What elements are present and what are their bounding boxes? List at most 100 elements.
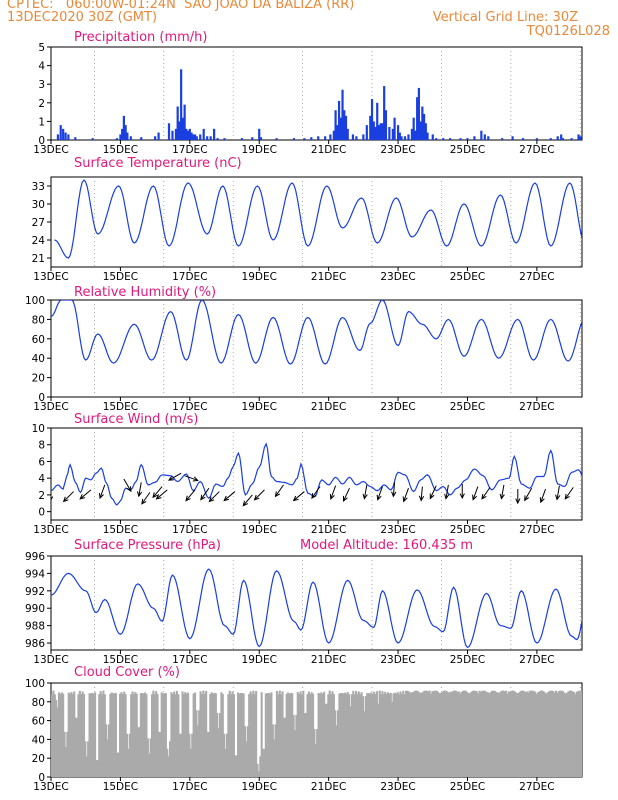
cloud-bar <box>263 748 266 777</box>
cloud-bar <box>214 693 217 777</box>
wind-arrow <box>391 482 397 498</box>
cloud-bar <box>556 692 559 777</box>
header-station: CPTEC: 060:00W-01:24N SAO JOAO DA BALIZA… <box>7 0 355 12</box>
cloud-bar <box>193 692 197 777</box>
cloud-bar <box>353 694 356 777</box>
cloud-bar <box>496 692 499 777</box>
x-tick-label: 27DEC <box>519 144 554 156</box>
cloud-bar <box>234 755 237 777</box>
cloud-bar <box>400 694 403 777</box>
precip-bar <box>91 138 94 140</box>
wind-arrow <box>152 486 163 499</box>
cloud-bar <box>323 691 326 777</box>
x-tick-label: 25DEC <box>450 271 485 283</box>
precip-bar <box>181 117 184 140</box>
cloud-bar <box>141 692 144 777</box>
wind-arrow <box>99 484 106 500</box>
x-tick-label: 21DEC <box>311 781 346 793</box>
cloud-bar <box>81 691 84 777</box>
wind-arrow <box>123 478 132 493</box>
cloud-bar <box>243 726 247 777</box>
cloud-bar <box>166 748 169 777</box>
precip-bar <box>195 136 198 140</box>
precip-bar <box>167 123 171 140</box>
wind-arrow <box>539 488 547 504</box>
cloud-bar <box>120 692 123 777</box>
y-tick-label: 80 <box>32 697 45 709</box>
x-tick-label: 23DEC <box>380 781 415 793</box>
cloud-bar <box>157 731 160 777</box>
cloud-bar <box>274 724 277 777</box>
cloud-bar <box>581 690 582 777</box>
cloud-bar <box>500 690 503 777</box>
wind-arrow-shaft <box>152 486 163 498</box>
wind-arrow <box>292 491 305 502</box>
panel-cloud: 0 20 40 60 80 100 13DEC 15DEC 17DEC 19DEC 21DEC 23D… <box>25 665 583 793</box>
wind-arrow-head <box>539 497 545 504</box>
cloud-bar <box>578 690 581 777</box>
cloud-bar <box>335 725 338 777</box>
x-tick-label: 25DEC <box>450 401 485 413</box>
x-tick-label: 23DEC <box>380 654 415 666</box>
precip-bar <box>424 123 427 140</box>
precip-bar <box>192 134 195 140</box>
wind-arrow-head <box>274 491 281 498</box>
cloud-bar <box>463 690 466 777</box>
cloud-bar <box>474 690 477 777</box>
panel-title: Surface Wind (m/s) <box>74 412 198 427</box>
wind-arrow-shaft <box>420 486 423 501</box>
wind-arrow <box>444 484 450 500</box>
cloud-bar <box>473 690 476 777</box>
wind-arrow-shaft <box>156 489 168 500</box>
cloud-bar <box>230 694 233 777</box>
cloud-bar <box>69 693 72 777</box>
cloud-bar <box>221 694 224 777</box>
cloud-bar <box>167 756 170 777</box>
cloud-bar <box>553 692 556 777</box>
precip-bar <box>412 117 415 140</box>
cloud-bar <box>267 692 270 777</box>
cloud-bar <box>435 690 438 777</box>
panel-pressure: 986 988 990 992 994 996 13DEC 15DEC 17DEC 19DEC 21… <box>25 538 583 666</box>
wind-arrow-head <box>515 498 521 505</box>
x-tick-label: 27DEC <box>519 401 554 413</box>
wind-arrow <box>429 485 437 500</box>
wind-arrow-shaft <box>99 484 106 499</box>
wind-arrow-head <box>200 494 206 501</box>
x-tick-label: 13DEC <box>33 271 68 283</box>
wind-arrow-head <box>459 493 465 500</box>
x-tick-label: 25DEC <box>450 654 485 666</box>
y-tick-label: 5 <box>38 42 45 54</box>
cloud-bar <box>212 693 215 777</box>
wind-arrow-head <box>292 495 299 502</box>
cloud-bar <box>137 727 140 777</box>
cloud-bar <box>521 690 524 777</box>
precip-bar <box>176 106 179 140</box>
cloud-bar <box>542 691 545 777</box>
wind-arrow-head <box>311 492 317 499</box>
y-tick-label: 100 <box>25 678 45 690</box>
wind-arrow <box>141 492 151 505</box>
wind-arrow-shaft <box>524 487 533 501</box>
cloud-bar <box>532 691 535 777</box>
precip-bar <box>126 132 129 140</box>
wind-arrow-shaft <box>79 489 92 500</box>
x-tick-label: 21DEC <box>311 654 346 666</box>
x-tick-label: 23DEC <box>380 144 415 156</box>
wind-arrow-shaft <box>445 484 449 499</box>
cloud-bar <box>339 692 342 777</box>
cloud-bar <box>241 693 244 777</box>
y-tick-label: 8 <box>38 440 45 452</box>
cloud-bar <box>509 691 512 777</box>
y-tick-label: 992 <box>25 586 45 598</box>
wind-arrow-head <box>418 495 425 502</box>
cloud-bar <box>454 690 458 777</box>
x-tick-label: 19DEC <box>242 144 277 156</box>
precip-bar <box>414 130 417 140</box>
cloud-bar <box>396 692 399 777</box>
precip-bar <box>213 128 216 140</box>
cloud-bar <box>127 748 130 777</box>
cloud-bar <box>156 694 159 777</box>
series-line <box>54 179 582 259</box>
cloud-bar <box>330 694 333 777</box>
